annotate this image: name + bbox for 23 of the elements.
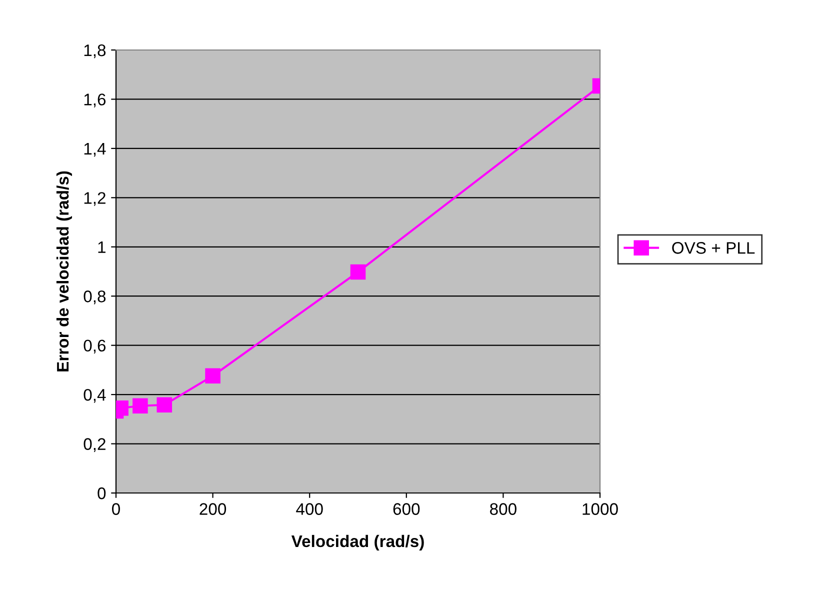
y-tick-label: 1,8 (84, 44, 106, 58)
point (205, 368, 220, 384)
x-tick-label: 1000 (582, 503, 618, 515)
y-tick-label: 0,2 (84, 438, 106, 452)
x-axis-title: Velocidad (rad/s) (291, 534, 424, 550)
point (132, 398, 148, 414)
legend-label: OVS + PLL (672, 242, 755, 254)
y-tick-label: 0,4 (84, 388, 106, 403)
point (350, 264, 366, 280)
y-tick-label: 1 (98, 241, 106, 253)
x-tick-label: 400 (296, 503, 323, 515)
y-tick-label: 1,6 (84, 94, 106, 108)
point (156, 397, 172, 413)
y-axis-title: Error de velocidad (rad/s) (56, 171, 72, 372)
y-tick-label: 0,6 (84, 340, 106, 354)
x-tick-label: 0 (112, 503, 120, 515)
y-tick-label: 1,2 (84, 192, 106, 206)
y-tick-label: 0 (98, 487, 106, 500)
x-tick-label: 600 (393, 503, 420, 515)
y-tick-label: 0,8 (84, 290, 106, 304)
x-tick-label: 200 (200, 503, 226, 515)
y-tick-label: 1,4 (84, 143, 106, 157)
x-tick-label: 800 (490, 503, 516, 515)
